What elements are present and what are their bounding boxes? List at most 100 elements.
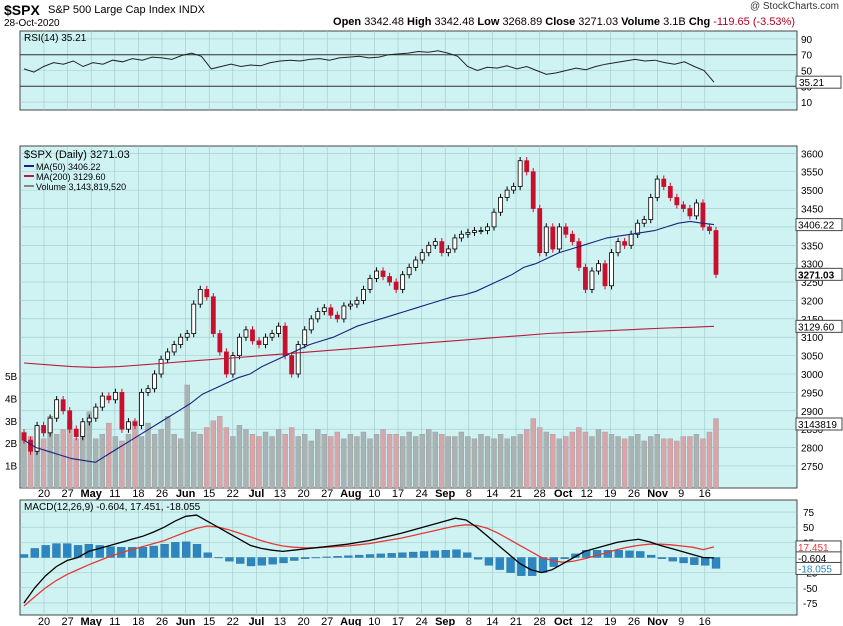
macd-histogram-bar — [95, 545, 104, 558]
macd-y-tick: -75 — [803, 599, 818, 610]
candle-body — [374, 270, 379, 279]
volume-bar — [426, 429, 432, 489]
candle-body — [269, 333, 275, 338]
candle-body — [635, 222, 641, 235]
macd-histogram-bar — [246, 557, 256, 567]
volume-bar — [386, 434, 393, 489]
candle-body — [596, 263, 601, 272]
x-tick-label: 18 — [132, 488, 144, 500]
candle-body — [713, 230, 719, 275]
x-tick-label: 26 — [156, 488, 168, 500]
price-y-tick: 3300 — [801, 260, 824, 271]
candle-body — [569, 233, 575, 243]
volume-bar — [230, 436, 236, 489]
candle-body — [354, 300, 360, 305]
volume-bar — [262, 431, 269, 489]
volume-bar — [119, 440, 125, 489]
candle-body — [328, 307, 334, 316]
candle-body — [361, 289, 366, 301]
volume-bar — [667, 438, 673, 489]
candle-body — [341, 305, 347, 320]
price-y-tick: 3250 — [801, 278, 824, 289]
candle-body — [615, 241, 621, 254]
volume-bar — [608, 434, 615, 489]
x-tick-label-macd: Jun — [176, 616, 196, 626]
x-tick-label-macd: May — [80, 616, 102, 626]
x-tick-label-macd: 19 — [604, 616, 616, 626]
macd-histogram-bar — [279, 557, 288, 564]
rsi-value-label: 35.21 — [799, 78, 824, 89]
volume-bar — [648, 436, 654, 489]
x-tick-label: 10 — [368, 488, 380, 500]
volume-bar — [328, 436, 334, 489]
price-y-tick: 3100 — [801, 333, 824, 344]
x-tick-label-macd: 27 — [321, 616, 333, 626]
macd-signal-line — [23, 524, 715, 607]
volume-bar — [315, 429, 321, 489]
volume-value: 3.1B — [663, 16, 686, 28]
exchange: INDX — [178, 4, 205, 16]
volume-bar — [236, 425, 243, 489]
macd-histogram-bar — [171, 542, 180, 558]
macd-histogram-bar — [419, 551, 429, 558]
candle-body — [93, 406, 99, 419]
x-tick-label: May — [80, 488, 102, 500]
volume-bar — [158, 429, 164, 489]
volume-bar — [256, 436, 262, 489]
volume-bar — [556, 438, 562, 489]
candle-body — [184, 333, 190, 338]
legend-entry: MA(50) 3406.22 — [36, 162, 101, 172]
ma50-line — [23, 220, 715, 463]
macd-histogram-bar — [549, 557, 558, 567]
legend-entry: Volume 3,143,819,520 — [36, 182, 126, 192]
x-tick-label: 16 — [699, 488, 711, 500]
price-y-tick: 2800 — [801, 444, 824, 455]
ma200-line — [23, 325, 715, 368]
volume-y-tick: 1B — [5, 462, 18, 473]
close-value: 3271.03 — [578, 16, 619, 28]
volume-bar — [197, 434, 203, 489]
rsi-y-tick: 70 — [801, 51, 813, 62]
volume-bar — [563, 436, 569, 489]
candle-body — [485, 226, 490, 231]
volume-bar — [674, 440, 680, 489]
macd-histogram-bar — [430, 550, 440, 558]
candle-body — [54, 399, 60, 419]
x-tick-label: 20 — [297, 488, 309, 500]
volume-bar — [576, 427, 582, 489]
candle-body — [295, 344, 301, 375]
volume-bar — [713, 418, 719, 489]
x-tick-label-macd: 15 — [203, 616, 215, 626]
macd-histogram-bar — [344, 555, 353, 558]
x-tick-label: 27 — [61, 488, 73, 500]
volume-bar — [184, 384, 190, 489]
candle-body — [491, 211, 497, 228]
volume-bar — [700, 438, 706, 489]
price-title: $SPX (Daily) 3271.03 — [24, 149, 130, 161]
candle-body — [694, 202, 699, 217]
macd-histogram-bar — [203, 552, 212, 558]
volume-bar — [217, 416, 223, 489]
volume-y-tick: 3B — [5, 417, 18, 428]
macd-histogram-bar — [409, 551, 418, 558]
open-value: 3342.48 — [364, 16, 404, 28]
x-tick-label: 21 — [510, 488, 522, 500]
candle-body — [387, 276, 392, 283]
price-y-tick: 3450 — [801, 205, 824, 216]
macd-y-tick: 50 — [803, 523, 815, 534]
candle-body — [432, 241, 438, 246]
x-tick-label: 19 — [604, 488, 616, 500]
volume-bar — [302, 434, 308, 489]
chg-value: -119.65 (-3.53%) — [713, 16, 795, 28]
macd-histogram-bar — [625, 550, 634, 558]
rsi-title: RSI(14) 35.21 — [24, 33, 87, 44]
macd-histogram-bar — [160, 544, 169, 558]
x-tick-label-macd: 18 — [132, 616, 144, 626]
candle-body — [80, 421, 86, 437]
x-tick-label: 12 — [581, 488, 593, 500]
candle-body — [674, 197, 680, 206]
volume-bar — [99, 434, 105, 489]
x-tick-label: Sep — [435, 488, 455, 500]
volume-bar — [615, 436, 621, 489]
volume-bar — [53, 434, 60, 489]
